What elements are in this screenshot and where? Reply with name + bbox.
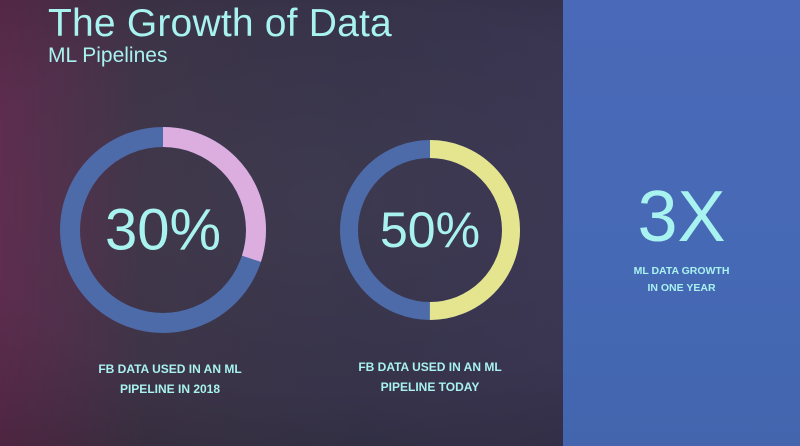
donut-2018-percent-label: 30% [105, 198, 221, 263]
growth-stat-label-line1: ML DATA GROWTH [633, 265, 730, 277]
slide-subtitle: ML Pipelines [48, 44, 168, 67]
donut-2018-value-segment [60, 127, 266, 333]
donut-today-value-segment [340, 140, 520, 320]
donut-today-percent-label: 50% [380, 202, 480, 258]
growth-stat-label: ML DATA GROWTH IN ONE YEAR [563, 263, 800, 297]
donut-chart-today: 50% [340, 140, 520, 320]
growth-stat-value: 3X [637, 177, 726, 257]
caption-2018-line2: PIPELINE IN 2018 [119, 382, 221, 396]
donut-caption-2018: FB DATA USED IN AN ML PIPELINE IN 2018 [80, 359, 260, 399]
slide-title: The Growth of Data [48, 2, 392, 45]
donut-caption-today: FB DATA USED IN AN ML PIPELINE TODAY [345, 357, 515, 397]
growth-stat-panel: 3X ML DATA GROWTH IN ONE YEAR [563, 0, 800, 446]
caption-today-line2: PIPELINE TODAY [380, 380, 480, 394]
growth-stat-label-line2: IN ONE YEAR [647, 282, 716, 294]
caption-2018-line1: FB DATA USED IN AN ML [98, 362, 242, 376]
donut-chart-2018: 30% [60, 127, 266, 333]
caption-today-line1: FB DATA USED IN AN ML [358, 360, 502, 374]
